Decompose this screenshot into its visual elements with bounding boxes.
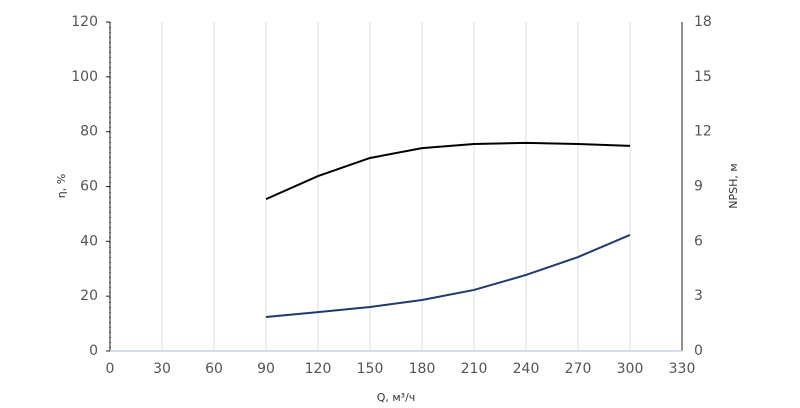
y2-tick-label: 0: [694, 343, 703, 359]
y2-tick-label: 15: [694, 69, 712, 85]
x-tick-label: 210: [461, 361, 488, 377]
x-tick-label: 90: [257, 361, 275, 377]
y2-tick-label: 6: [694, 233, 703, 249]
x-tick-label: 60: [205, 361, 223, 377]
y2-tick-label: 18: [694, 14, 712, 30]
x-tick-label: 300: [617, 361, 644, 377]
x-tick-label: 330: [669, 361, 696, 377]
y-tick-label: 80: [80, 124, 98, 140]
y2-tick-label: 9: [694, 179, 703, 195]
y-tick-label: 40: [80, 233, 98, 249]
x-axis-label: Q, м³/ч: [377, 391, 416, 404]
y2-tick-label: 3: [694, 288, 703, 304]
series-line: [265, 234, 631, 318]
y-tick-label: 120: [71, 14, 98, 30]
x-tick-label: 150: [357, 361, 384, 377]
x-tick-label: 240: [513, 361, 540, 377]
x-tick-label: 180: [409, 361, 436, 377]
y2-tick-label: 12: [694, 124, 712, 140]
x-tick-label: 270: [565, 361, 592, 377]
y-axis-label: η, %: [55, 174, 68, 198]
x-tick-label: 0: [106, 361, 115, 377]
y2-axis-label: NPSH, м: [727, 163, 740, 208]
y-tick-label: 0: [89, 343, 98, 359]
y-tick-label: 100: [71, 69, 98, 85]
x-tick-label: 120: [305, 361, 332, 377]
series-line: [265, 141, 631, 201]
y-tick-label: 60: [80, 179, 98, 195]
y-tick-label: 20: [80, 288, 98, 304]
x-tick-label: 30: [153, 361, 171, 377]
